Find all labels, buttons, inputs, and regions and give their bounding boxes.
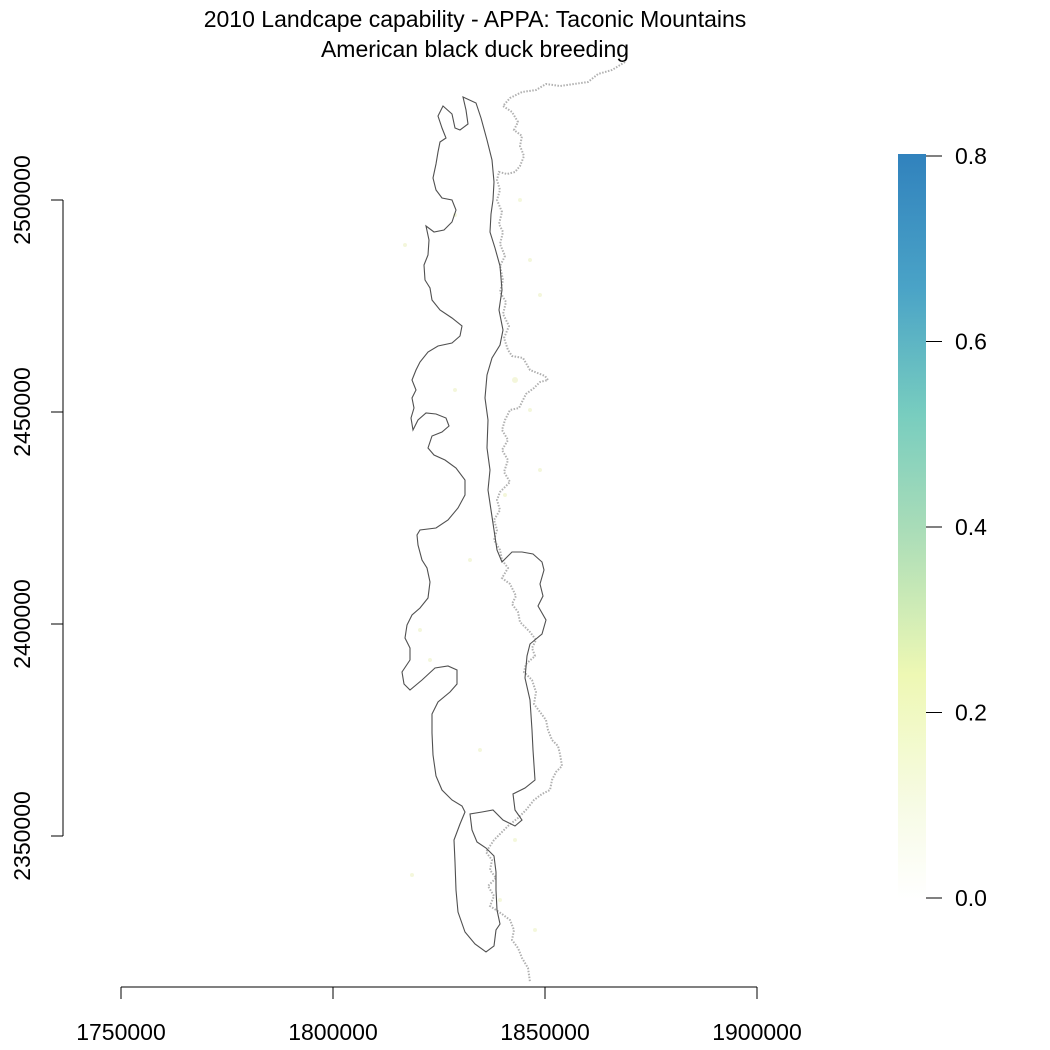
legend-tick-label: 0.8 <box>955 143 987 169</box>
legend-tick-label: 0.4 <box>955 514 987 540</box>
x-tick-label: 1900000 <box>712 1019 802 1045</box>
legend-axis: 0.0 0.2 0.4 0.6 0.8 <box>926 143 987 911</box>
x-tick-label: 1800000 <box>288 1019 378 1045</box>
x-axis: 1750000 1800000 1850000 1900000 <box>76 986 802 1045</box>
x-tick-label: 1850000 <box>500 1019 590 1045</box>
map-title: 2010 Landcape capability - APPA: Taconic… <box>203 6 747 32</box>
state-boundary-line <box>484 61 626 983</box>
x-tick-label: 1750000 <box>76 1019 166 1045</box>
y-tick-label: 2500000 <box>9 155 35 245</box>
map-subtitle: American black duck breeding <box>320 36 630 62</box>
legend-tick-label: 0.0 <box>955 885 987 911</box>
y-tick-label: 2450000 <box>9 367 35 457</box>
legend-tick-label: 0.6 <box>955 329 987 355</box>
legend-tick-label: 0.2 <box>955 700 987 726</box>
y-tick-label: 2350000 <box>9 791 35 881</box>
capability-raster <box>403 198 542 932</box>
study-area-outline <box>401 96 547 953</box>
legend-color-bar <box>898 154 926 899</box>
y-tick-label: 2400000 <box>9 579 35 669</box>
y-axis: 2350000 2400000 2450000 2500000 <box>9 155 64 881</box>
